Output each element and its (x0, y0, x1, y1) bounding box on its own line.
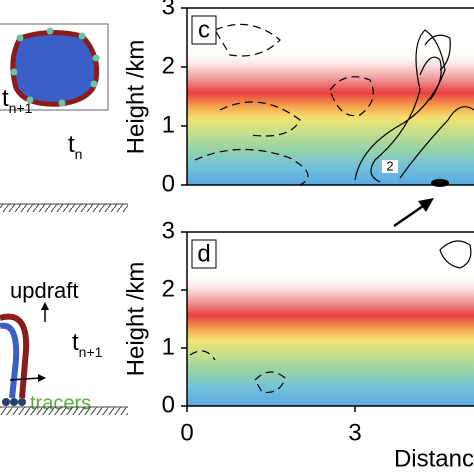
arrow (393, 202, 427, 228)
plot-frame (186, 231, 474, 407)
updraft-label: updraft (10, 278, 79, 303)
y-tick-label: 3 (162, 217, 175, 244)
contour-label: 2 (386, 158, 393, 173)
panel-label-box (191, 239, 217, 269)
plot-frame (186, 7, 474, 186)
field (187, 8, 474, 185)
x-axis-label: Distanc (394, 445, 474, 472)
y-tick-label: 0 (162, 391, 175, 418)
time-label: tn+1 (2, 85, 33, 115)
x-tick-label: 3 (348, 419, 361, 446)
y-axis-label: Height /km (122, 262, 149, 377)
contour-label-bg (382, 160, 398, 173)
updraft-core (0, 322, 20, 399)
tracer-dots (10, 27, 100, 107)
tracer-dots (2, 398, 26, 406)
panel-label: c (198, 16, 210, 43)
dashed-contours (194, 23, 374, 186)
panel-label: d (197, 240, 210, 267)
y-tick-label: 2 (162, 275, 175, 302)
x-tick-label: 0 (180, 419, 193, 446)
updraft-outline (0, 313, 30, 399)
y-tick-label: 3 (162, 0, 175, 20)
solid-contours (354, 29, 474, 183)
dashed-contours (189, 350, 286, 394)
y-tick-label: 0 (162, 170, 175, 197)
y-tick-label: 1 (162, 111, 175, 138)
arrow-head (38, 374, 46, 382)
arrow (9, 377, 41, 381)
arrow-head (41, 302, 49, 310)
y-tick-label: 2 (162, 52, 175, 79)
source-blob (431, 179, 449, 187)
ground (0, 204, 128, 212)
cloud-blob (10, 30, 100, 107)
y-axis-label: Height /km (122, 40, 149, 155)
schematic-box (0, 23, 109, 111)
time-label: tn (68, 131, 82, 161)
y-tick-label: 1 (162, 333, 175, 360)
panel-label-box (191, 15, 217, 45)
field (187, 232, 474, 406)
time-label: tn+1 (72, 329, 103, 359)
arrow-head (418, 198, 434, 212)
solid-contours (439, 240, 472, 269)
ground (0, 407, 128, 415)
